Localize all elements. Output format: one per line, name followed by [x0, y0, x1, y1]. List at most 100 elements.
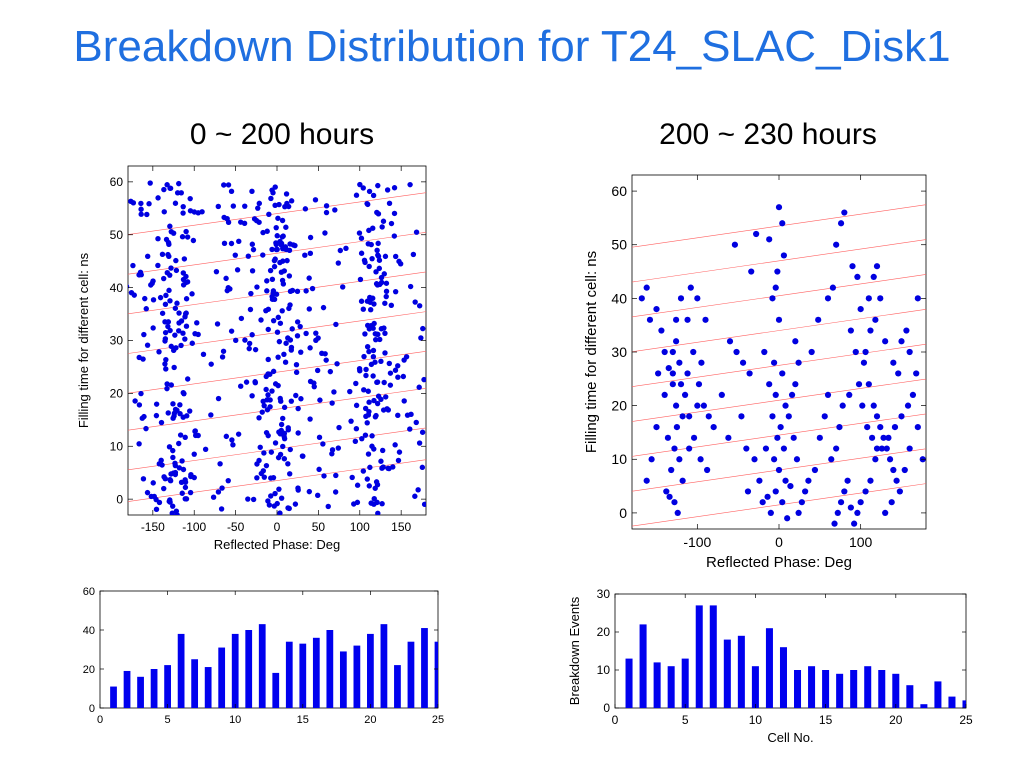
data-point	[220, 348, 227, 354]
bar	[779, 647, 787, 708]
data-point	[351, 501, 357, 507]
data-point	[182, 314, 188, 320]
bar	[380, 624, 388, 708]
data-point	[392, 288, 399, 295]
data-point	[218, 506, 225, 512]
bar	[150, 669, 158, 708]
data-point	[215, 489, 222, 495]
data-point	[249, 241, 256, 247]
data-point	[364, 476, 371, 482]
data-point	[371, 496, 377, 502]
data-point	[235, 431, 242, 437]
x-tick-label: 100	[849, 534, 873, 550]
data-point	[697, 456, 704, 463]
data-point	[183, 496, 190, 502]
data-point	[869, 434, 876, 441]
data-point	[312, 197, 319, 203]
data-point	[182, 434, 188, 441]
data-point	[256, 457, 262, 464]
data-point	[336, 424, 342, 431]
data-point	[141, 413, 147, 420]
data-point	[882, 338, 889, 345]
data-point	[144, 342, 151, 348]
data-point	[379, 224, 385, 230]
data-point	[242, 337, 248, 343]
data-point	[370, 225, 376, 231]
data-point	[249, 393, 255, 399]
data-point	[376, 265, 383, 272]
data-point	[407, 283, 414, 290]
data-point	[164, 385, 170, 392]
data-point	[320, 441, 326, 447]
data-point	[268, 195, 274, 202]
bar	[808, 666, 816, 708]
chart-bottom-left: 0 5 10 15 20 25 0 20 40 60	[83, 586, 444, 726]
data-point	[277, 320, 284, 326]
data-point	[260, 229, 266, 236]
data-point	[314, 367, 321, 374]
data-point	[852, 348, 859, 356]
data-point	[256, 415, 262, 421]
data-point	[173, 267, 180, 274]
data-point	[371, 320, 377, 327]
bar	[231, 633, 239, 708]
data-point	[180, 330, 186, 336]
data-point	[354, 482, 361, 488]
y-tick-label: 20	[597, 625, 611, 639]
bar	[421, 628, 428, 708]
data-point	[673, 338, 680, 345]
data-point	[157, 294, 164, 301]
y-tick-label: 40	[83, 625, 95, 637]
data-point	[233, 337, 239, 343]
data-point	[282, 359, 289, 365]
data-point	[258, 470, 265, 477]
data-point	[384, 187, 391, 193]
data-point	[248, 290, 254, 297]
data-point	[896, 488, 903, 495]
data-point	[279, 277, 286, 284]
data-point	[327, 368, 334, 375]
data-point	[909, 391, 917, 399]
data-point	[159, 310, 166, 316]
data-point	[265, 306, 272, 312]
data-point	[311, 383, 317, 390]
data-point	[161, 186, 167, 193]
data-point	[160, 275, 167, 282]
data-point	[885, 434, 892, 441]
data-point	[360, 468, 367, 474]
x-tick-label: 0	[97, 714, 103, 726]
data-point	[263, 386, 269, 393]
data-point	[180, 210, 186, 216]
data-point	[815, 316, 822, 323]
data-point	[161, 209, 167, 215]
data-point	[182, 336, 188, 342]
guide-line	[128, 350, 426, 394]
x-tick-label: 25	[432, 714, 444, 726]
data-point	[254, 475, 260, 481]
data-point	[277, 510, 283, 515]
data-point	[250, 246, 257, 253]
data-point	[141, 331, 147, 338]
data-point	[322, 230, 328, 236]
bar	[218, 647, 226, 708]
data-point	[177, 432, 184, 438]
data-point	[302, 206, 309, 212]
data-point	[130, 200, 137, 206]
data-point	[873, 413, 881, 420]
data-point	[150, 325, 156, 331]
data-point	[168, 343, 174, 350]
data-point	[303, 330, 309, 337]
data-point	[366, 483, 372, 489]
chart-top-left: -150 -100 -50 0 50 100 150 0 10 20 30 40 50 60 Reflect…	[76, 165, 427, 552]
data-point	[362, 432, 369, 438]
y-tick-label: 0	[619, 505, 627, 521]
data-point	[837, 499, 845, 506]
data-point	[288, 198, 295, 204]
data-point	[366, 348, 372, 355]
data-point	[232, 252, 238, 258]
data-point	[161, 474, 167, 480]
data-point	[283, 224, 289, 230]
data-point	[772, 391, 779, 399]
data-point	[236, 238, 242, 245]
data-point	[854, 273, 861, 281]
